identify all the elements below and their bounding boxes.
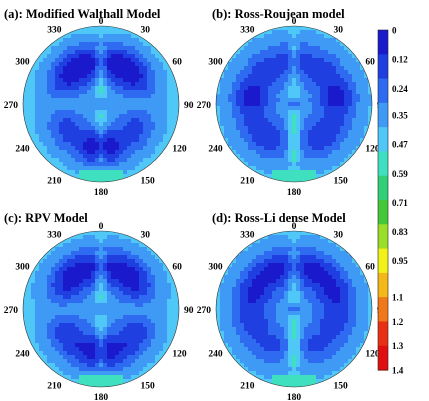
polar-outline [215, 25, 373, 183]
colorbar-tick-label: 0 [392, 26, 397, 36]
colorbar-swatch [378, 248, 388, 274]
angle-tick-label: 0 [99, 17, 104, 27]
angle-tick-label: 30 [334, 26, 344, 36]
angle-tick-label: 270 [197, 101, 212, 111]
polar-panel-4: (d): Ross-Li dense Model0306090120150180… [197, 211, 387, 401]
angle-tick-label: 90 [184, 306, 194, 316]
angle-tick-label: 60 [365, 263, 375, 273]
angle-tick-label: 330 [240, 231, 255, 241]
angle-tick-label: 210 [47, 381, 62, 391]
contour-field [23, 231, 179, 387]
angle-tick-label: 240 [15, 350, 30, 360]
angle-tick-label: 0 [292, 222, 297, 232]
angle-tick-label: 270 [197, 306, 212, 316]
angle-tick-label: 120 [365, 145, 380, 155]
angle-tick-label: 300 [15, 263, 30, 273]
angle-tick-label: 120 [172, 145, 187, 155]
colorbar-tick-label: 1.4 [392, 366, 404, 376]
angle-tick-label: 60 [172, 58, 182, 68]
colorbar-tick-label: 0.12 [392, 55, 408, 65]
angle-tick-label: 30 [334, 231, 344, 241]
angle-tick-label: 270 [4, 306, 19, 316]
colorbar-tick-label: 1.2 [392, 317, 404, 327]
angle-tick-label: 330 [47, 231, 62, 241]
colorbar-tick-label: 0.83 [392, 227, 408, 237]
angle-tick-label: 300 [208, 263, 223, 273]
colorbar-swatch [378, 151, 388, 177]
angle-tick-label: 330 [47, 26, 62, 36]
angle-tick-label: 150 [141, 381, 156, 391]
angle-tick-label: 150 [334, 381, 349, 391]
polar-outline [22, 230, 180, 388]
angle-tick-label: 180 [287, 188, 302, 198]
colorbar: 0 0.12 0.24 0.35 0.47 0.59 0.71 0.83 0.95 1.1 1.2 1… [377, 26, 408, 376]
colorbar-tick-label: 0.35 [392, 111, 408, 121]
angle-tick-label: 210 [240, 381, 255, 391]
polar-panel-2: (b): Ross-Roujean model03060901201501802… [197, 7, 387, 198]
angle-tick-label: 240 [208, 145, 223, 155]
colorbar-tick-label: 0.47 [392, 140, 408, 150]
angle-tick-label: 210 [240, 176, 255, 186]
colorbar-swatch [378, 272, 388, 298]
angle-tick-label: 210 [47, 176, 62, 186]
colorbar-swatch [378, 78, 388, 104]
colorbar-swatch [378, 224, 388, 250]
colorbar-swatch [378, 297, 388, 323]
angle-tick-label: 150 [141, 176, 156, 186]
polar-outline [215, 230, 373, 388]
angle-tick-label: 240 [15, 145, 30, 155]
colorbar-swatch [378, 321, 388, 347]
colorbar-tick-label: 0.95 [392, 256, 408, 266]
panel-title: (a): Modified Walthall Model [4, 7, 161, 21]
colorbar-tick-label: 1.3 [392, 341, 404, 351]
angle-tick-label: 30 [141, 26, 151, 36]
colorbar-swatch [378, 30, 388, 55]
angle-tick-label: 0 [292, 17, 297, 27]
colorbar-swatch [378, 345, 388, 371]
angle-tick-label: 270 [4, 101, 19, 111]
colorbar-tick-label: 0.24 [392, 84, 408, 94]
contour-field [216, 26, 372, 182]
angle-tick-label: 300 [15, 58, 30, 68]
angle-tick-label: 330 [240, 26, 255, 36]
angle-tick-label: 120 [365, 350, 380, 360]
angle-tick-label: 0 [99, 222, 104, 232]
angle-tick-label: 60 [172, 263, 182, 273]
panel-title: (c): RPV Model [4, 211, 88, 225]
colorbar-swatch [378, 127, 388, 153]
colorbar-tick-label: 0.71 [392, 198, 408, 208]
colorbar-swatch [378, 200, 388, 225]
colorbar-swatch [378, 102, 388, 128]
angle-tick-label: 180 [94, 188, 109, 198]
panel-title: (d): Ross-Li dense Model [212, 211, 346, 225]
angle-tick-label: 90 [184, 101, 194, 111]
angle-tick-label: 180 [287, 393, 302, 401]
angle-tick-label: 180 [94, 393, 109, 401]
polar-outline [22, 25, 180, 183]
colorbar-swatch [378, 54, 388, 80]
angle-tick-label: 240 [208, 350, 223, 360]
angle-tick-label: 120 [172, 350, 187, 360]
polar-panel-3: (c): RPV Model 0 30 60 90 120 150 180 210 240 270 3… [4, 211, 194, 401]
panel-title: (b): Ross-Roujean model [212, 7, 345, 21]
colorbar-tick-label: 0.59 [392, 169, 408, 179]
angle-tick-label: 30 [141, 231, 151, 241]
angle-tick-label: 60 [365, 58, 375, 68]
angle-tick-label: 150 [334, 176, 349, 186]
colorbar-swatch [378, 175, 388, 201]
colorbar-tick-label: 1.1 [392, 293, 404, 303]
angle-tick-label: 300 [208, 58, 223, 68]
